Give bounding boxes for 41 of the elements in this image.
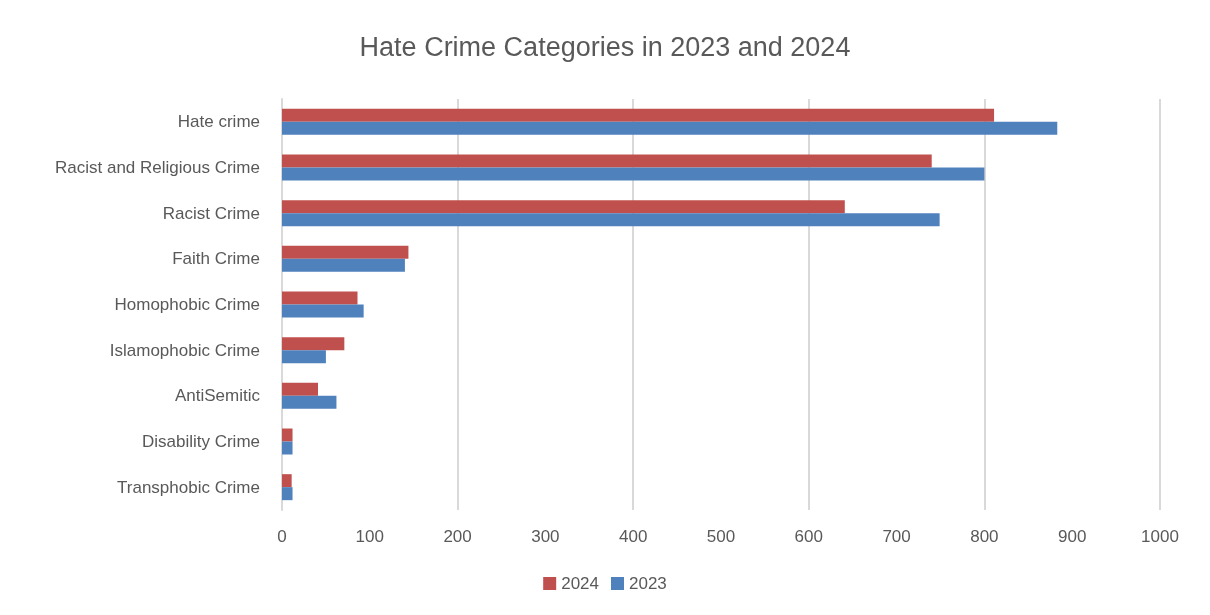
bar [282, 245, 409, 259]
bar [282, 291, 358, 305]
x-tick-label: 300 [531, 527, 560, 546]
bar [282, 167, 985, 181]
bar [282, 428, 293, 442]
bar [282, 474, 292, 488]
bar [282, 108, 995, 122]
y-tick-label: Racist Crime [162, 203, 260, 223]
chart-title: Hate Crime Categories in 2023 and 2024 [359, 31, 851, 62]
y-tick-label: Homophobic Crime [114, 295, 260, 314]
bar [282, 337, 345, 351]
legend-label: 2024 [561, 574, 600, 593]
x-tick-label: 400 [619, 527, 648, 546]
bar [282, 154, 932, 168]
y-tick-label: Islamophobic Crime [109, 340, 260, 360]
y-tick-label: AntiSemitic [174, 386, 261, 406]
bar [282, 304, 364, 318]
bar [282, 487, 293, 501]
bar [282, 395, 337, 409]
y-tick-label: Disability Crime [141, 432, 260, 451]
x-tick-label: 700 [882, 527, 911, 546]
x-tick-label: 500 [706, 527, 736, 546]
y-tick-label: Racist and Religious Crime [54, 158, 260, 177]
bar [282, 213, 940, 227]
bar [282, 121, 1058, 135]
y-tick-label: Faith Crime [172, 249, 260, 269]
bar [282, 200, 845, 214]
y-tick-label: Transphobic Crime [117, 477, 260, 497]
x-tick-label: 200 [443, 527, 472, 546]
bar [282, 382, 318, 396]
x-tick-label: 100 [355, 527, 384, 546]
x-tick-label: 800 [970, 527, 999, 546]
bar [282, 441, 293, 455]
x-tick-label: 0 [277, 527, 287, 546]
y-tick-label: Hate crime [177, 112, 260, 132]
legend-label: 2023 [629, 574, 667, 593]
bar [282, 350, 326, 364]
bar [282, 258, 405, 272]
x-tick-label: 1000 [1141, 527, 1179, 546]
x-tick-label: 600 [794, 527, 823, 546]
x-tick-label: 900 [1058, 527, 1087, 546]
